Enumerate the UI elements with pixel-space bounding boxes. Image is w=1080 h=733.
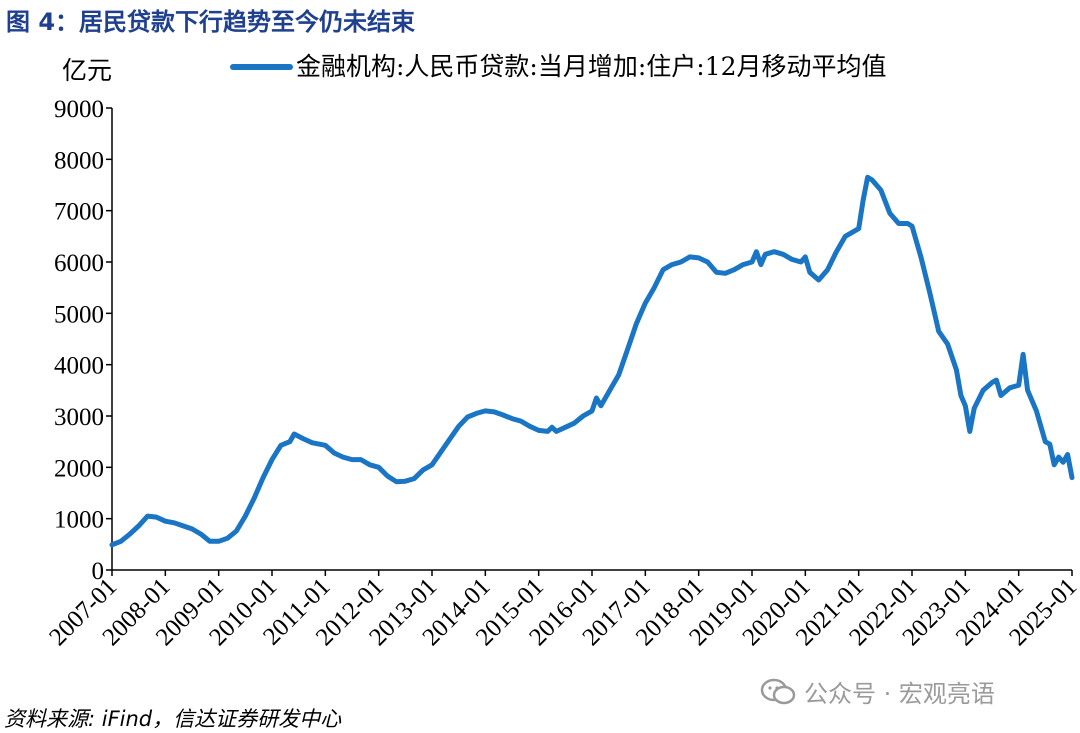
y-tick-label: 4000 (54, 353, 104, 380)
figure-title: 图 4：居民贷款下行趋势至今仍未结束 (6, 8, 416, 36)
y-tick-label: 0 (92, 558, 105, 585)
y-tick-label: 1000 (54, 507, 104, 534)
axes (111, 108, 1072, 571)
series-group (109, 174, 1075, 548)
source-note: 资料来源: iFind，信达证券研发中心 (4, 707, 342, 731)
chart-legend: 金融机构:人民币贷款:当月增加:住户:12月移动平均值 (230, 52, 887, 81)
series-line-0 (109, 174, 1075, 548)
y-axis-ticks: 0 1000 2000 3000 4000 5000 6000 7000 8000 9000 (54, 96, 112, 585)
x-axis-ticks: 2007-012008-012009-012010-012011-012012-… (44, 570, 1080, 651)
y-tick-label: 3000 (54, 404, 104, 431)
y-tick-label: 9000 (54, 96, 104, 123)
y-axis-unit-label: 亿元 (62, 56, 112, 85)
y-tick-label: 2000 (54, 455, 104, 482)
watermark: 公众号 · 宏观亮语 (760, 674, 995, 709)
legend-series-label: 金融机构:人民币贷款:当月增加:住户:12月移动平均值 (296, 52, 887, 81)
y-tick-label: 7000 (54, 199, 104, 226)
y-tick-label: 6000 (54, 250, 104, 277)
y-tick-label: 8000 (54, 147, 104, 174)
wechat-icon (760, 678, 796, 704)
y-tick-label: 5000 (54, 301, 104, 328)
watermark-text: 公众号 · 宏观亮语 (804, 680, 995, 708)
